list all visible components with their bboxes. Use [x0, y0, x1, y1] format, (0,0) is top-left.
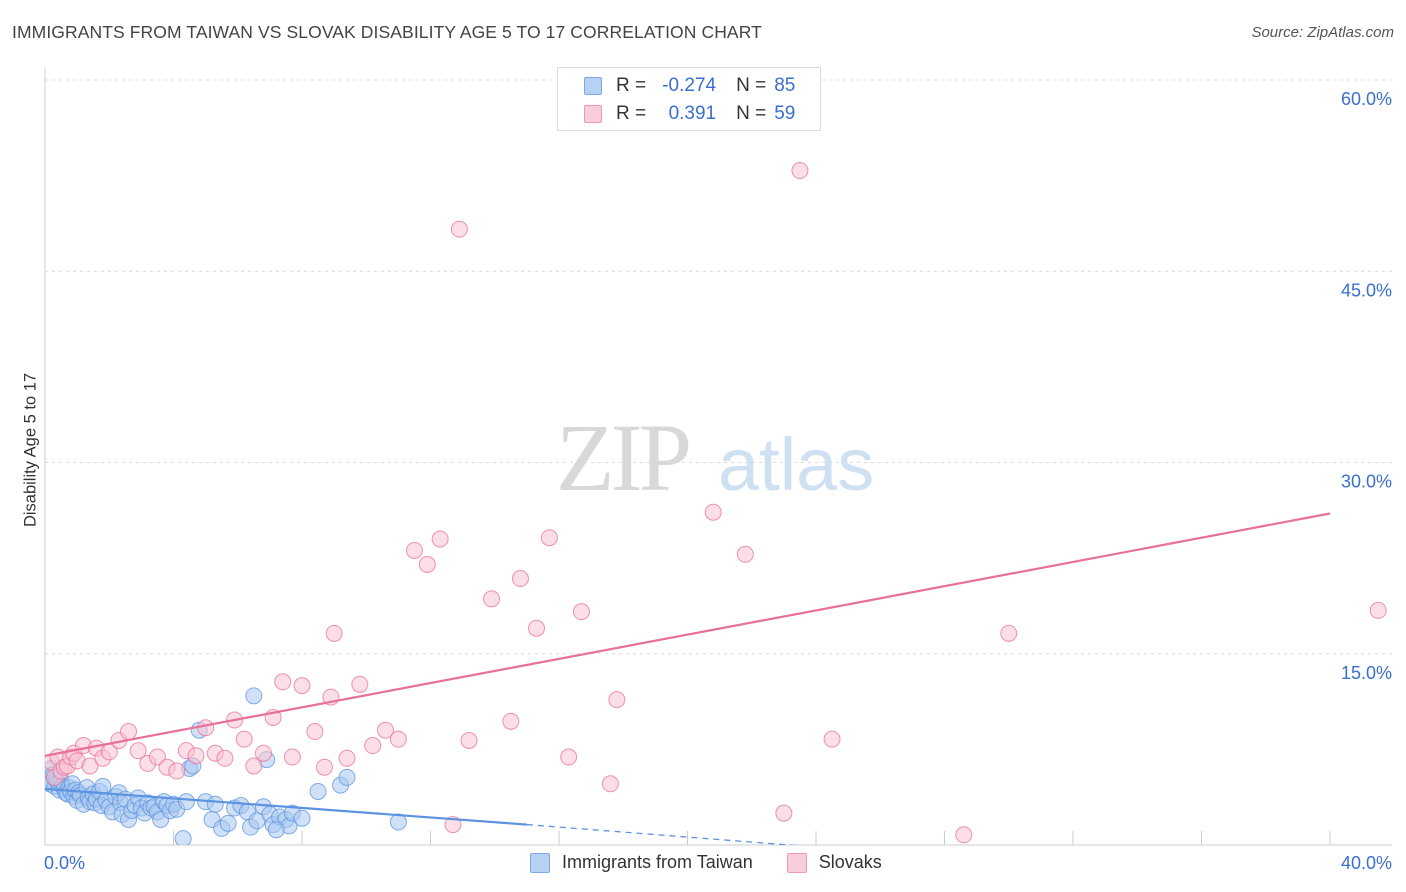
chart-title: IMMIGRANTS FROM TAIWAN VS SLOVAK DISABIL… [12, 22, 762, 42]
data-point [601, 775, 619, 793]
data-point [274, 673, 292, 691]
data-point [129, 742, 147, 760]
data-point [267, 821, 285, 839]
legend-r-value: -0.274 [662, 75, 717, 96]
data-point [450, 220, 468, 238]
data-point [528, 619, 546, 637]
data-point [1369, 601, 1387, 619]
legend-r-label: R = [616, 75, 647, 96]
data-point [293, 809, 311, 827]
data-point [704, 503, 722, 521]
source-credit: Source: ZipAtlas.com [1251, 24, 1394, 41]
data-point [168, 762, 186, 780]
data-point [444, 816, 462, 834]
grid-lines [45, 79, 1392, 655]
data-point [955, 826, 973, 844]
data-point [187, 747, 205, 765]
legend-row-slovaks: R = 0.391 N = 59 [584, 102, 795, 126]
watermark: ZIP atlas [556, 404, 874, 511]
legend-swatch-slovaks [584, 105, 602, 123]
data-point [338, 768, 356, 786]
trend-line-taiwan [45, 787, 527, 826]
series-swatch-slovaks [786, 852, 807, 873]
data-point [377, 721, 395, 739]
data-point [608, 691, 626, 709]
series-legend: Immigrants from Taiwan Slovaks [530, 852, 916, 873]
series-1-points [45, 162, 1387, 844]
axes [44, 68, 1392, 846]
data-point [219, 814, 237, 832]
data-point [235, 730, 253, 748]
series-label-slovaks: Slovaks [818, 852, 882, 872]
data-point [502, 712, 520, 730]
data-point [1000, 624, 1018, 642]
data-point [177, 793, 195, 811]
data-point [775, 804, 793, 822]
y-axis-label: Disability Age 5 to 17 [21, 372, 40, 528]
data-point [364, 737, 382, 755]
y-tick-label: 45.0% [1341, 280, 1392, 300]
trend-lines [45, 512, 1331, 845]
data-point [560, 748, 578, 766]
data-point [483, 590, 501, 608]
data-point [306, 723, 324, 741]
data-point [309, 782, 327, 800]
legend-n-value: 85 [774, 75, 796, 96]
y-tick-label: 60.0% [1341, 89, 1392, 109]
trend-line-slovaks [45, 512, 1331, 757]
legend-swatch-taiwan [584, 77, 602, 95]
data-point [245, 687, 263, 705]
series-legend-slovaks[interactable]: Slovaks [786, 852, 882, 873]
legend-r-value: 0.391 [668, 103, 717, 124]
legend-n-label: N = [736, 103, 767, 124]
data-point [293, 677, 311, 695]
series-legend-taiwan[interactable]: Immigrants from Taiwan [530, 852, 753, 873]
series-label-taiwan: Immigrants from Taiwan [562, 852, 753, 872]
data-point [283, 748, 301, 766]
data-point [315, 758, 333, 776]
y-tick-label: 15.0% [1341, 663, 1392, 683]
legend-n-value: 59 [774, 103, 796, 124]
data-point [206, 795, 224, 813]
legend-row-taiwan: R = -0.274 N = 85 [584, 74, 795, 98]
data-point [540, 529, 558, 547]
data-point [351, 675, 369, 693]
legend-n-label: N = [736, 75, 767, 96]
data-point [174, 830, 192, 845]
data-point [405, 541, 423, 559]
data-point [389, 730, 407, 748]
tick-labels: 15.0% 30.0% 45.0% 60.0% 0.0% 40.0% [44, 89, 1392, 873]
data-point [325, 624, 343, 642]
data-point [338, 749, 356, 767]
data-point [197, 719, 215, 737]
x-tick-label: 0.0% [44, 853, 85, 873]
data-point [823, 730, 841, 748]
y-tick-label: 30.0% [1341, 472, 1392, 492]
watermark-atlas: atlas [718, 423, 874, 506]
data-point [120, 723, 138, 741]
data-point [736, 545, 754, 563]
data-point [431, 530, 449, 548]
data-point [572, 603, 590, 621]
data-point [216, 749, 234, 767]
x-tick-label: 40.0% [1341, 853, 1392, 873]
data-point [254, 744, 272, 762]
data-point [511, 570, 529, 588]
data-point [791, 162, 809, 180]
series-swatch-taiwan [530, 852, 550, 873]
data-point [418, 556, 436, 573]
stats-legend: R = -0.274 N = 85 R = 0.391 N = 59 [557, 67, 821, 131]
watermark-zip: ZIP [556, 404, 689, 511]
trend-line-taiwan-extension [526, 823, 798, 845]
data-point [81, 757, 99, 775]
data-points [45, 162, 1387, 845]
legend-r-label: R = [616, 103, 647, 124]
data-point [460, 731, 478, 749]
data-point [245, 757, 263, 775]
